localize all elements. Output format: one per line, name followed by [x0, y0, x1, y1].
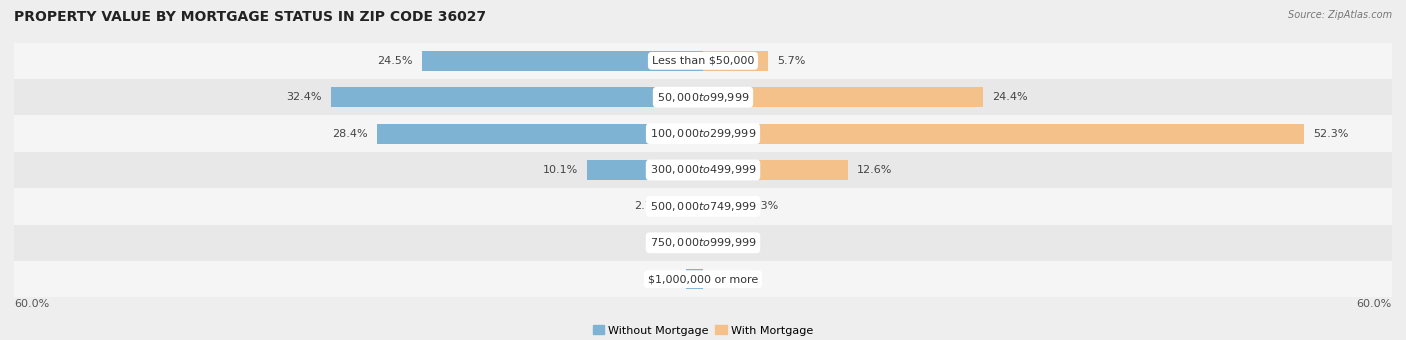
Bar	[703, 233, 723, 253]
Text: 12.6%: 12.6%	[856, 165, 893, 175]
Text: 5.7%: 5.7%	[778, 56, 806, 66]
Bar	[703, 160, 848, 180]
Bar	[14, 115, 1392, 152]
Text: 0.0%: 0.0%	[713, 274, 741, 284]
Bar	[703, 87, 983, 107]
Bar	[377, 124, 703, 143]
Text: 1.5%: 1.5%	[648, 274, 676, 284]
Text: PROPERTY VALUE BY MORTGAGE STATUS IN ZIP CODE 36027: PROPERTY VALUE BY MORTGAGE STATUS IN ZIP…	[14, 10, 486, 24]
Bar	[672, 197, 703, 216]
Bar	[14, 261, 1392, 298]
Text: $100,000 to $299,999: $100,000 to $299,999	[650, 127, 756, 140]
Text: $750,000 to $999,999: $750,000 to $999,999	[650, 236, 756, 249]
Text: 32.4%: 32.4%	[287, 92, 322, 102]
Text: 3.3%: 3.3%	[749, 201, 779, 211]
Text: 24.4%: 24.4%	[993, 92, 1028, 102]
Text: 2.7%: 2.7%	[634, 201, 662, 211]
Bar	[703, 51, 769, 71]
Bar	[14, 225, 1392, 261]
Text: 24.5%: 24.5%	[377, 56, 412, 66]
Bar	[703, 124, 1303, 143]
Text: $500,000 to $749,999: $500,000 to $749,999	[650, 200, 756, 213]
Text: $300,000 to $499,999: $300,000 to $499,999	[650, 164, 756, 176]
Text: 52.3%: 52.3%	[1313, 129, 1348, 139]
Bar	[703, 197, 741, 216]
Text: 0.36%: 0.36%	[654, 238, 690, 248]
Bar	[588, 160, 703, 180]
Bar	[699, 233, 703, 253]
Text: Source: ZipAtlas.com: Source: ZipAtlas.com	[1288, 10, 1392, 20]
Text: $1,000,000 or more: $1,000,000 or more	[648, 274, 758, 284]
Text: 1.7%: 1.7%	[731, 238, 761, 248]
Bar	[330, 87, 703, 107]
Bar	[14, 42, 1392, 79]
Text: 60.0%: 60.0%	[1357, 299, 1392, 309]
Bar	[422, 51, 703, 71]
Text: Less than $50,000: Less than $50,000	[652, 56, 754, 66]
Bar	[14, 188, 1392, 225]
Text: 60.0%: 60.0%	[14, 299, 49, 309]
Text: 10.1%: 10.1%	[543, 165, 578, 175]
Bar	[14, 79, 1392, 115]
Text: $50,000 to $99,999: $50,000 to $99,999	[657, 91, 749, 104]
Text: 28.4%: 28.4%	[332, 129, 368, 139]
Bar	[14, 152, 1392, 188]
Bar	[686, 269, 703, 289]
Legend: Without Mortgage, With Mortgage: Without Mortgage, With Mortgage	[588, 321, 818, 340]
